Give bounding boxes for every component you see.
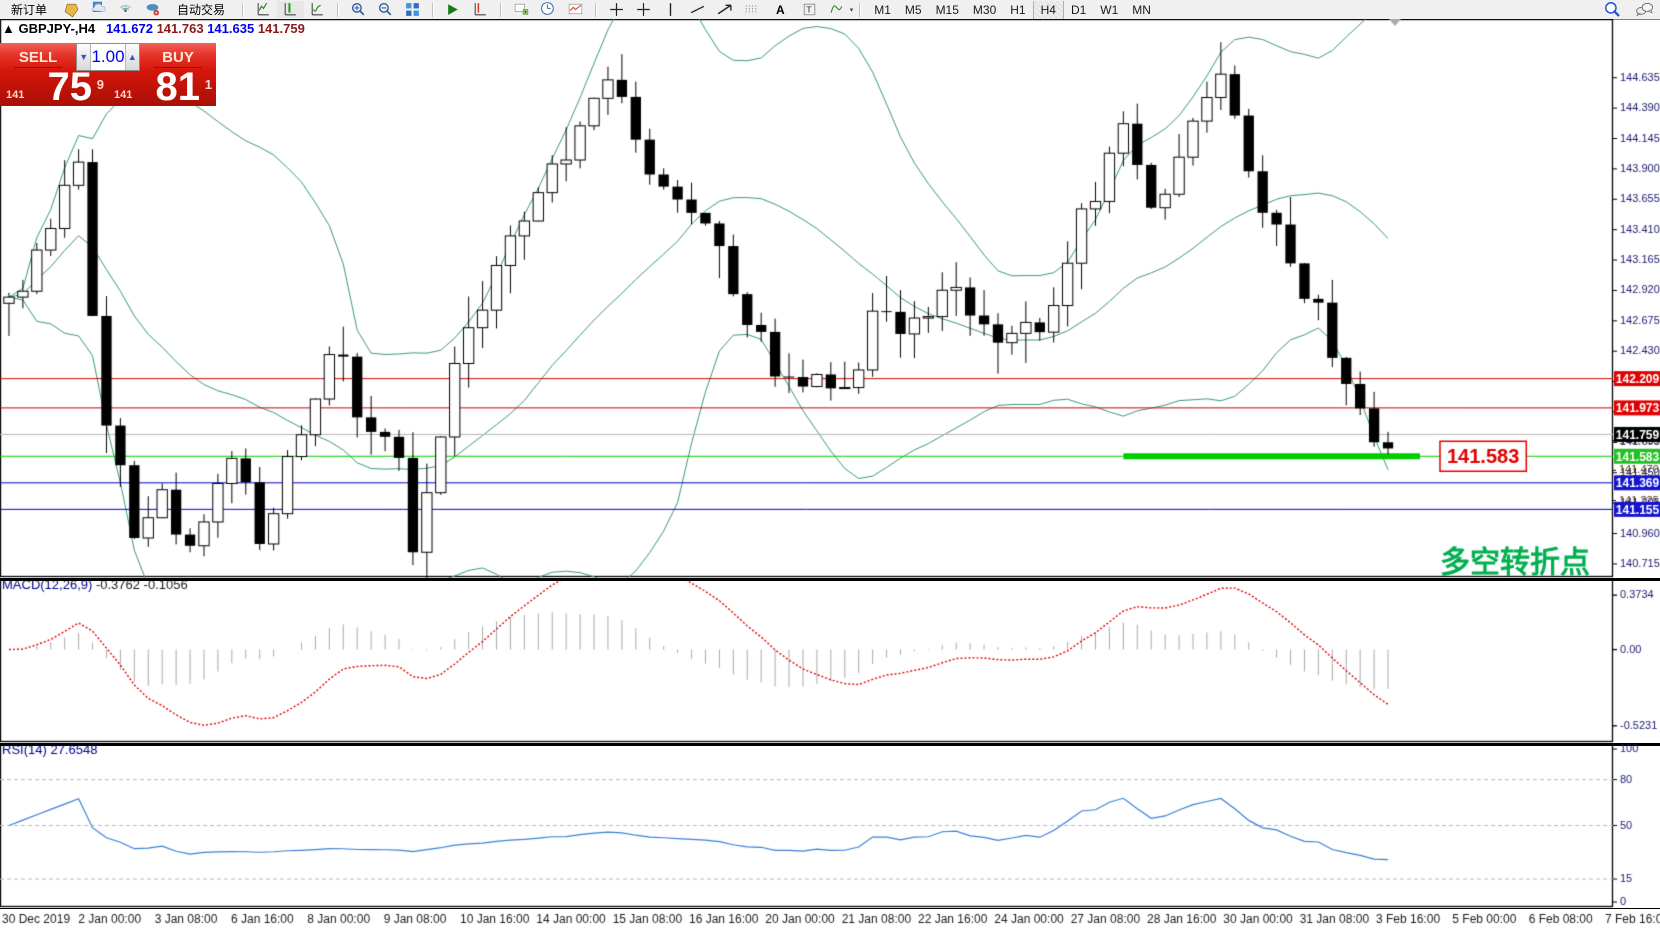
svg-text:T: T [806, 5, 811, 15]
